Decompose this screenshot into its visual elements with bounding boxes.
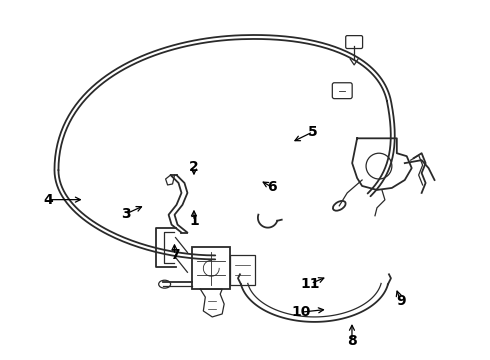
Text: 9: 9 xyxy=(396,294,405,309)
Text: 1: 1 xyxy=(189,214,199,228)
Text: 5: 5 xyxy=(308,125,318,139)
Text: 3: 3 xyxy=(121,207,131,221)
Text: 8: 8 xyxy=(347,334,357,348)
Text: 2: 2 xyxy=(189,161,199,175)
Text: 6: 6 xyxy=(267,180,276,194)
Text: 7: 7 xyxy=(170,248,179,262)
Text: 11: 11 xyxy=(301,276,320,291)
Text: 10: 10 xyxy=(291,305,311,319)
Text: 4: 4 xyxy=(43,193,53,207)
